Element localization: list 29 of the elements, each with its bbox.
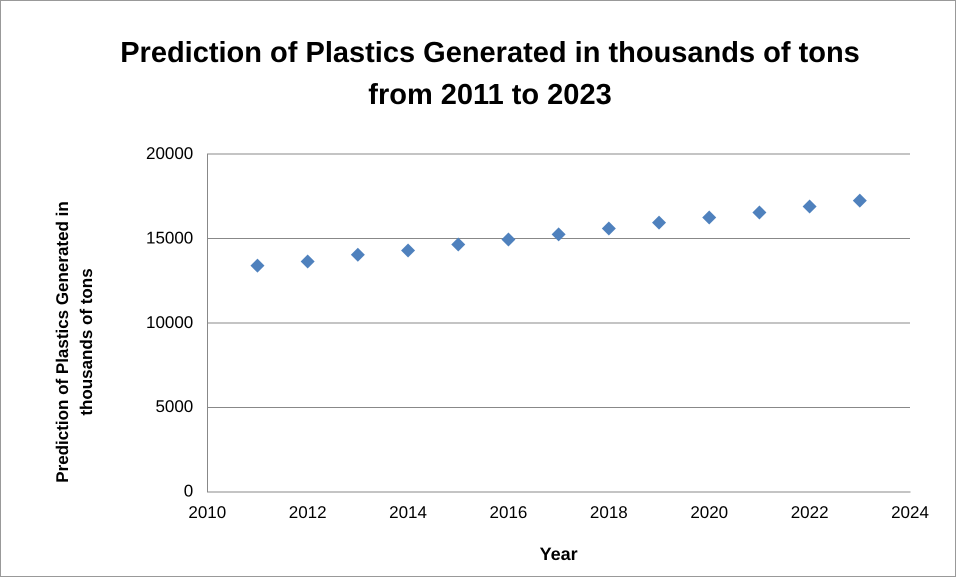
x-axis-title: Year <box>540 544 578 564</box>
y-tick-label: 0 <box>184 482 194 501</box>
x-tick-label: 2016 <box>490 502 528 522</box>
y-tick-label: 5000 <box>155 397 194 416</box>
x-tick-label: 2020 <box>690 502 728 522</box>
point <box>702 210 716 225</box>
y-tick-label: 20000 <box>146 144 194 163</box>
x-tick-label: 2022 <box>790 502 829 522</box>
point <box>300 254 315 268</box>
point <box>852 194 867 208</box>
point <box>752 205 766 220</box>
point <box>602 222 616 236</box>
point <box>501 232 516 246</box>
y-tick-label: 15000 <box>146 228 194 248</box>
point <box>552 227 566 242</box>
x-tick-label: 2024 <box>891 502 929 522</box>
x-tick-label: 2014 <box>389 502 427 522</box>
point <box>250 258 264 273</box>
y-axis-title: Prediction of Plastics Generated in thousands of tons <box>52 200 97 485</box>
chart-title: Prediction of Plastics Generated in thousands of tons from 2011 to 2023 <box>119 36 861 113</box>
point <box>451 238 466 252</box>
x-tick-label: 2018 <box>590 502 628 522</box>
point <box>802 200 817 214</box>
point <box>350 248 365 262</box>
x-tick-label: 2010 <box>188 502 226 522</box>
point <box>401 243 416 258</box>
point <box>652 216 666 230</box>
y-tick-label: 10000 <box>146 312 194 332</box>
x-tick-label: 2012 <box>288 502 327 522</box>
